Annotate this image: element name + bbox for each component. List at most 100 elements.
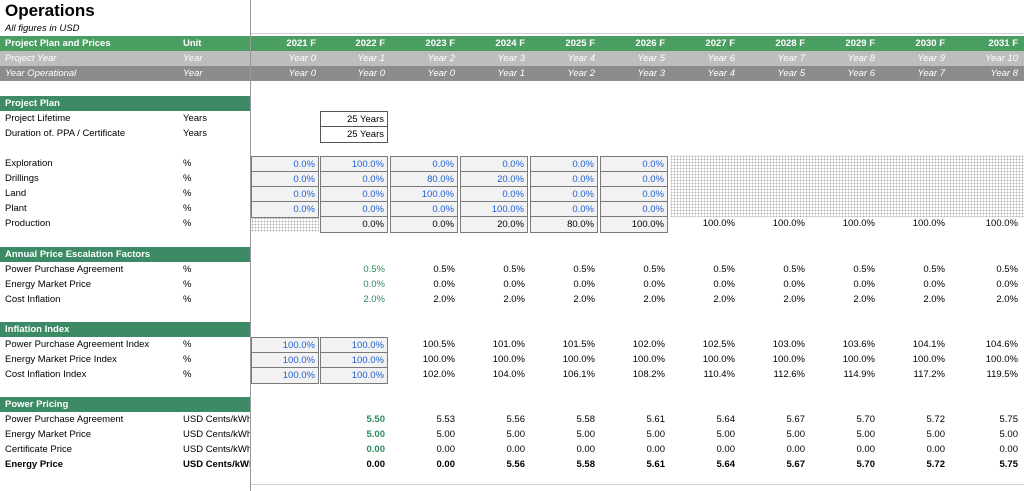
table-cell: Year 8 [990, 68, 1018, 79]
page-title: Operations [5, 1, 95, 20]
table-cell: 100.0% [912, 354, 945, 365]
table-cell[interactable]: 5.50 [366, 414, 386, 425]
row-unit: Year [183, 68, 203, 79]
table-cell: 100.0% [985, 218, 1018, 229]
table-row: Duration of. PPA / Certificate Years 25 Ye… [0, 126, 1024, 143]
table-cell[interactable]: 100.0% [320, 367, 388, 384]
table-row: Energy Price USD Cents/kWh 0.00 0.00 5.56 5.5… [0, 457, 1024, 472]
divider [250, 33, 1024, 34]
table-cell: 20.0% [460, 216, 528, 233]
row-label: Duration of. PPA / Certificate [5, 128, 126, 139]
row-label: Power Purchase Agreement Index [5, 339, 150, 350]
table-cell[interactable]: 100.0% [251, 367, 319, 384]
table-cell: 2.0% [643, 294, 665, 305]
table-cell: Year 3 [497, 53, 525, 64]
table-cell: 0.00 [366, 459, 386, 470]
table-cell: 103.0% [772, 339, 805, 350]
table-cell[interactable]: 0.0% [363, 279, 385, 290]
table-cell: 104.6% [985, 339, 1018, 350]
table-cell: 100.0% [562, 354, 595, 365]
table-cell: 0.00 [646, 444, 666, 455]
table-cell: Year 0 [288, 68, 316, 79]
table-cell: 2.0% [503, 294, 525, 305]
table-cell: 100.0% [912, 218, 945, 229]
table-cell[interactable]: 0.0% [390, 156, 458, 173]
table-cell: 2030 F [915, 38, 945, 49]
row-label: Exploration [5, 158, 53, 169]
section-header: Annual Price Escalation Factors [0, 247, 250, 262]
table-cell: 2021 F [286, 38, 316, 49]
table-row: Energy Market Price% 0.0% 0.0% 0.0% 0.0% 0.0%… [0, 277, 1024, 292]
hatched-area [251, 217, 319, 232]
row-label: Power Purchase Agreement [5, 414, 124, 425]
table-cell[interactable]: 100.0% [460, 201, 528, 218]
table-cell: 0.00 [506, 444, 526, 455]
table-cell: 5.67 [786, 414, 806, 425]
row-unit: USD Cents/kWh [183, 444, 250, 455]
table-cell: 100.0% [772, 218, 805, 229]
table-cell: 0.0% [320, 216, 388, 233]
table-cell: 0.0% [503, 279, 525, 290]
table-cell[interactable]: 0.00 [366, 444, 386, 455]
table-cell: 5.75 [999, 414, 1019, 425]
table-cell[interactable]: 0.0% [251, 201, 319, 218]
table-cell: 0.5% [573, 264, 595, 275]
table-cell: 5.56 [506, 414, 526, 425]
table-cell: 0.00 [716, 444, 736, 455]
table-cell: 0.0% [433, 279, 455, 290]
table-cell: Year 1 [357, 53, 385, 64]
table-cell: 5.70 [856, 414, 876, 425]
table-cell: 5.00 [999, 429, 1019, 440]
table-cell: 5.70 [856, 459, 876, 470]
table-cell[interactable]: 25 Years [320, 126, 388, 143]
table-cell: Year 6 [707, 53, 735, 64]
table-cell: Year 1 [497, 68, 525, 79]
row-label: Energy Price [5, 459, 64, 470]
table-row: Plant% 0.0% 0.0% 0.0% 100.0% 0.0% 0.0% [0, 201, 1024, 218]
table-cell: Year 8 [847, 53, 875, 64]
table-cell: 106.1% [562, 369, 595, 380]
table-cell: 2028 F [775, 38, 805, 49]
table-cell[interactable]: 2.0% [363, 294, 385, 305]
table-row: Energy Market Price Index% 100.0% 100.0% 10… [0, 352, 1024, 369]
table-cell: 0.5% [433, 264, 455, 275]
table-cell: Year 0 [357, 68, 385, 79]
table-row: Production% 0.0% 0.0% 20.0% 80.0% 100.0% 100.0… [0, 216, 1024, 233]
row-unit: USD Cents/kWh [183, 459, 250, 470]
table-cell: 112.6% [773, 369, 805, 380]
row-label: Drillings [5, 173, 39, 184]
row-unit: USD Cents/kWh [183, 414, 250, 425]
table-row: Power Purchase Agreement USD Cents/kWh 5.5… [0, 412, 1024, 427]
table-cell[interactable]: 5.00 [366, 429, 386, 440]
table-cell: 5.00 [576, 429, 596, 440]
table-row: Drillings% 0.0% 0.0% 80.0% 20.0% 0.0% 0.0% [0, 171, 1024, 188]
table-cell: Year 2 [427, 53, 455, 64]
table-cell: 108.2% [632, 369, 665, 380]
table-cell: 0.0% [713, 279, 735, 290]
table-cell: 2029 F [845, 38, 875, 49]
table-cell: 0.5% [713, 264, 735, 275]
row-unit: % [183, 218, 192, 229]
table-cell: 2.0% [783, 294, 805, 305]
table-cell: 0.0% [996, 279, 1018, 290]
table-cell: 2.0% [923, 294, 945, 305]
table-cell: 5.00 [926, 429, 946, 440]
section-header: Project Plan [0, 96, 250, 111]
table-cell: 2.0% [996, 294, 1018, 305]
table-cell: 114.9% [843, 369, 875, 380]
table-cell: 0.0% [853, 279, 875, 290]
table-cell: 119.5% [986, 369, 1018, 380]
table-cell: Year 10 [985, 53, 1018, 64]
table-cell[interactable]: 0.5% [363, 264, 385, 275]
row-unit: % [183, 158, 192, 169]
table-cell: Year 0 [288, 53, 316, 64]
table-cell: 5.67 [786, 459, 806, 470]
table-cell: 100.0% [422, 354, 455, 365]
row-unit: % [183, 369, 192, 380]
section-title: Power Pricing [5, 399, 69, 410]
table-cell: 100.5% [422, 339, 455, 350]
table-cell: 104.1% [912, 339, 945, 350]
table-cell: 5.00 [786, 429, 806, 440]
row-unit: Years [183, 113, 207, 124]
